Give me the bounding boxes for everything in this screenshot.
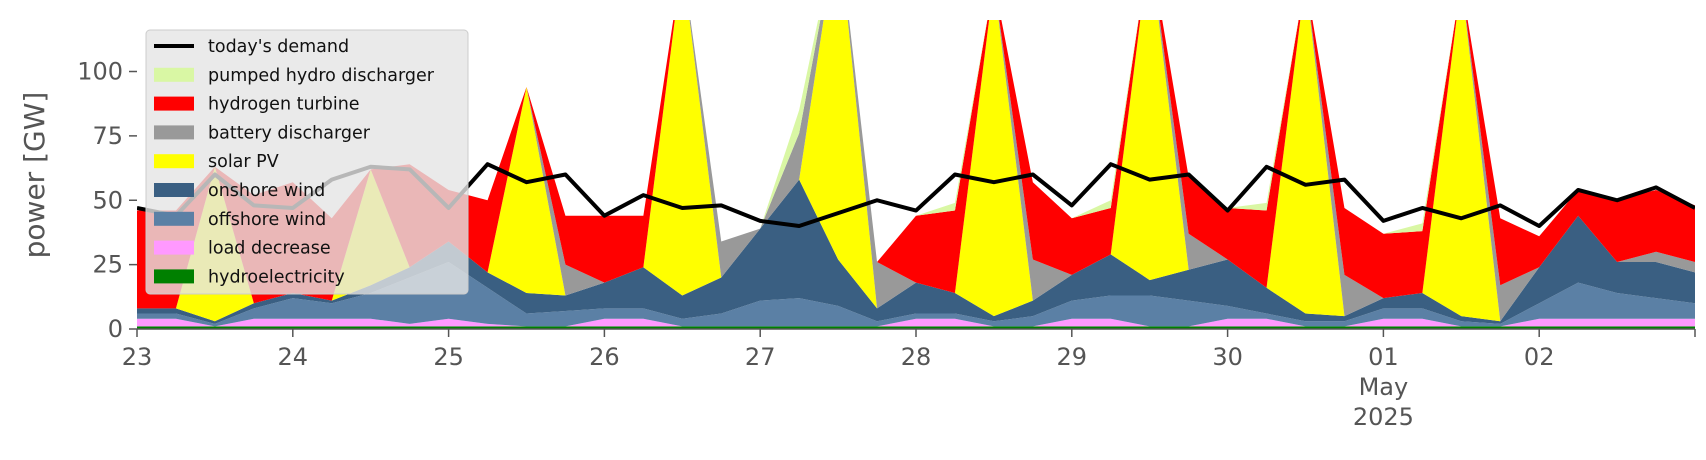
legend: today's demand pumped hydro discharger hyd… [145, 29, 469, 295]
area-load-decrease [137, 318, 1695, 327]
legend-label-offshore-wind: offshore wind [208, 210, 326, 230]
legend-box [145, 29, 469, 295]
x-tick-label: 24 [278, 343, 309, 371]
x-tick-label: 26 [589, 343, 620, 371]
legend-label-hydrogen-turbine: hydrogen turbine [208, 95, 360, 115]
y-tick-label: 0 [108, 315, 123, 343]
y-tick-label: 50 [92, 186, 123, 214]
x-tick-label: 29 [1057, 343, 1088, 371]
legend-label-today-s-demand: today's demand [208, 37, 349, 57]
legend-swatch-load-decrease [154, 240, 194, 255]
legend-swatch-hydroelectricity [154, 269, 194, 284]
legend-swatch-battery-discharger [154, 125, 194, 140]
x-sublabel: May [1359, 373, 1409, 401]
legend-swatch-onshore-wind [154, 183, 194, 197]
y-axis-label: power [GW] [18, 92, 51, 259]
legend-label-hydroelectricity: hydroelectricity [208, 267, 345, 287]
y-tick-label: 75 [92, 122, 123, 150]
legend-label-load-decrease: load decrease [208, 239, 331, 259]
x-tick-label: 02 [1524, 343, 1555, 371]
legend-label-pumped-hydro-discharger: pumped hydro discharger [208, 66, 435, 86]
y-tick-label: 100 [77, 58, 123, 86]
legend-swatch-offshore-wind [154, 211, 194, 226]
legend-swatch-pumped-hydro-discharger [154, 67, 194, 82]
legend-label-onshore-wind: onshore wind [208, 181, 325, 201]
x-tick-label: 23 [122, 343, 153, 371]
x-tick-label: 30 [1212, 343, 1243, 371]
x-tick-label: 27 [745, 343, 776, 371]
legend-swatch-hydrogen-turbine [154, 96, 194, 111]
y-tick-label: 25 [92, 251, 123, 279]
legend-swatch-solar-pv [154, 154, 194, 169]
area-solar-pv [137, 20, 1695, 322]
x-tick-label: 28 [901, 343, 932, 371]
legend-label-solar-pv: solar PV [208, 152, 279, 172]
x-sublabel: 2025 [1353, 403, 1414, 431]
x-tick-label: 01 [1368, 343, 1399, 371]
x-tick-label: 25 [433, 343, 464, 371]
legend-label-battery-discharger: battery discharger [208, 123, 371, 143]
